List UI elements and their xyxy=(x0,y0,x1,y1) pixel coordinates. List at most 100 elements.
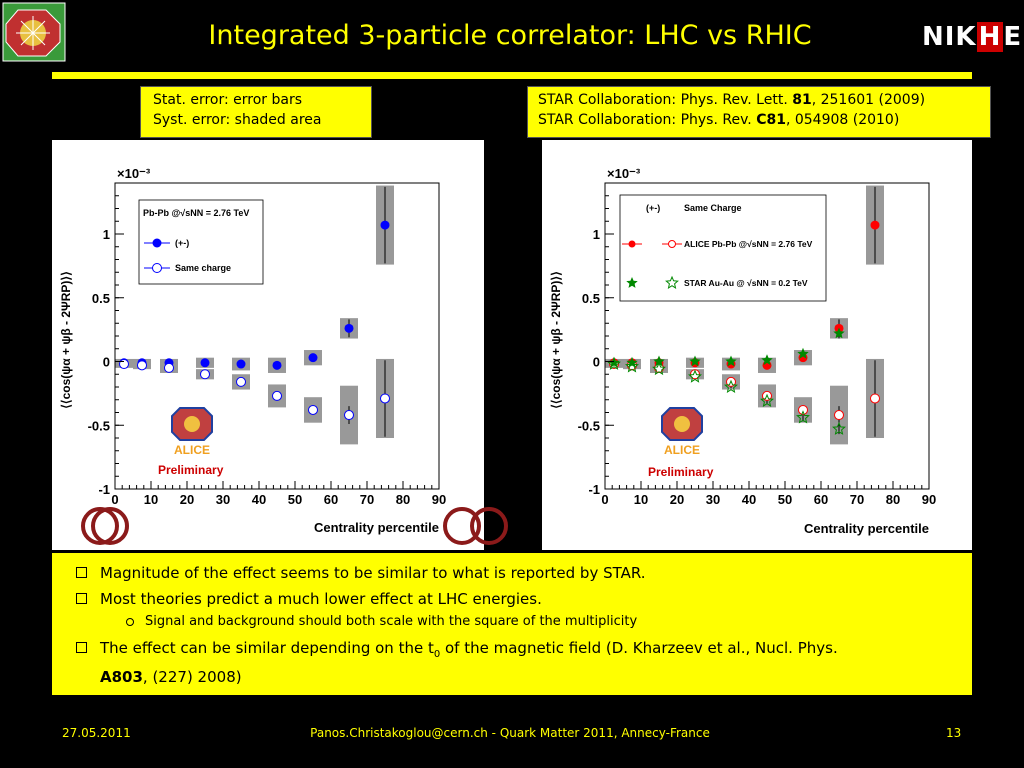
data-point xyxy=(652,361,666,376)
x-tick-label: 40 xyxy=(252,492,266,507)
y-tick-label: 1 xyxy=(593,227,600,242)
x-tick-label: 90 xyxy=(432,492,446,507)
data-point xyxy=(607,356,621,370)
data-point xyxy=(308,404,318,415)
bullet-3-subscript: 0 xyxy=(433,649,441,660)
stat-error-note: Stat. error: error bars xyxy=(153,92,303,108)
data-point xyxy=(164,362,174,373)
legend-marker-alice-same xyxy=(668,240,676,248)
data-point xyxy=(833,327,845,339)
bullet-2-text: Most theories predict a much lower effec… xyxy=(100,590,542,608)
reference-line-1: STAR Collaboration: Phys. Rev. Lett. 81,… xyxy=(538,90,980,110)
x-tick-label: 80 xyxy=(396,492,410,507)
alice-correlator-chart: 0 10 20 30 40 50 60 70 80 90 -1 -0.5 0 0.5 1 ×10⁻³ Cen… xyxy=(52,140,484,550)
data-point xyxy=(200,369,210,380)
y-tick-label: -1 xyxy=(98,482,110,497)
data-point xyxy=(137,360,147,371)
bullet-3-text-a: The effect can be similar depending on t… xyxy=(100,639,434,657)
data-point xyxy=(344,323,354,333)
x-tick-label: 70 xyxy=(850,492,864,507)
legend-marker-alice-opposite xyxy=(628,240,636,248)
data-point xyxy=(272,360,282,370)
y-tick-label: -0.5 xyxy=(578,418,600,433)
footer-date: 27.05.2011 xyxy=(62,726,131,740)
bullet-2-sub-text: Signal and background should both scale … xyxy=(145,614,638,629)
bullet-2: Most theories predict a much lower effec… xyxy=(76,588,542,610)
preliminary-stamp: Preliminary xyxy=(158,463,224,477)
legend-label-same: Same charge xyxy=(175,263,231,273)
bullet-3-text-c: , (227) 2008) xyxy=(142,668,242,686)
ref1-text: STAR Collaboration: Phys. Rev. Lett. xyxy=(538,92,793,108)
bullet-2-sub: Signal and background should both scale … xyxy=(126,611,638,633)
x-tick-label: 90 xyxy=(922,492,936,507)
alice-logo-topleft xyxy=(2,2,66,62)
x-tick-label: 10 xyxy=(144,492,158,507)
data-point xyxy=(870,393,880,404)
nikhef-logo-mid: H xyxy=(976,22,1004,52)
legend-marker-star-same xyxy=(665,275,679,289)
y-tick-label: 0 xyxy=(103,355,110,370)
alice-logo-stamp: ALICE xyxy=(171,407,213,457)
legend-header-opposite: (+-) xyxy=(646,203,660,213)
legend-marker-star-opposite xyxy=(626,277,638,288)
svg-text:ALICE: ALICE xyxy=(174,443,210,457)
legend-marker-same xyxy=(152,263,162,273)
footer-page-number: 13 xyxy=(946,726,962,740)
nikhef-logo-right: EF xyxy=(1003,22,1024,52)
x-tick-label: 80 xyxy=(886,492,900,507)
x-tick-label: 40 xyxy=(742,492,756,507)
y-tick-label: 0.5 xyxy=(92,291,110,306)
x-axis-label: Centrality percentile xyxy=(314,520,439,535)
ref1-pages: , 251601 (2009) xyxy=(811,92,926,108)
x-tick-label: 20 xyxy=(670,492,684,507)
slide-title: Integrated 3-particle correlator: LHC vs… xyxy=(208,20,812,51)
y-axis-label: ⟨⟨cos(ψα + ψβ - 2ΨRP)⟩⟩ xyxy=(59,271,73,409)
alice-logo-stamp: ALICE xyxy=(661,407,703,457)
y-tick-label: 0.5 xyxy=(582,291,600,306)
summary-panel: Magnitude of the effect seems to be simi… xyxy=(52,553,972,691)
data-point xyxy=(688,369,702,383)
svg-text:ALICE: ALICE xyxy=(664,443,700,457)
bullet-3-text-b: of the magnetic field (D. Kharzeev et al… xyxy=(440,639,838,657)
data-point xyxy=(798,404,808,415)
x-tick-label: 60 xyxy=(324,492,338,507)
reference-line-2: STAR Collaboration: Phys. Rev. C81, 0549… xyxy=(538,110,980,130)
legend-label-star: STAR Au-Au @ √sNN = 0.2 TeV xyxy=(684,278,808,288)
data-point xyxy=(625,359,639,373)
x-tick-label: 60 xyxy=(814,492,828,507)
nikhef-logo: NIKHEF xyxy=(922,22,1024,52)
alice-star-comparison-chart: 0 10 20 30 40 50 60 70 80 90 -1 -0.5 0 0.5 1 ×10⁻³ Cen… xyxy=(542,140,972,550)
star-reference-box: STAR Collaboration: Phys. Rev. Lett. 81,… xyxy=(527,86,991,138)
nikhef-logo-left: NIK xyxy=(922,22,977,52)
y-tick-label: 0 xyxy=(593,355,600,370)
data-point xyxy=(119,359,129,370)
footer-center: Panos.Christakoglou@cern.ch - Quark Matt… xyxy=(310,726,710,740)
bullet-1: Magnitude of the effect seems to be simi… xyxy=(76,562,646,584)
x-tick-label: 10 xyxy=(634,492,648,507)
bullet-1-text: Magnitude of the effect seems to be simi… xyxy=(100,564,646,582)
data-point xyxy=(761,354,773,366)
data-point xyxy=(653,355,665,367)
data-point xyxy=(832,421,846,435)
x-tick-label: 20 xyxy=(180,492,194,507)
ref2-pages: , 054908 (2010) xyxy=(785,112,900,128)
legend-title: Pb-Pb @√sNN = 2.76 TeV xyxy=(143,208,249,218)
data-point xyxy=(380,220,390,230)
data-point xyxy=(760,393,774,407)
data-point xyxy=(236,376,246,387)
x-tick-label: 30 xyxy=(216,492,230,507)
data-point xyxy=(272,390,282,401)
data-point xyxy=(870,220,880,230)
bullet-3: The effect can be similar depending on t… xyxy=(76,637,960,688)
data-point xyxy=(308,353,318,363)
ref2-text: STAR Collaboration: Phys. Rev. xyxy=(538,112,757,128)
preliminary-stamp: Preliminary xyxy=(648,465,714,479)
x-tick-label: 30 xyxy=(706,492,720,507)
panel-bottom-bar xyxy=(52,690,972,695)
ref2-volume: C81 xyxy=(756,112,786,128)
syst-error-note: Syst. error: shaded area xyxy=(153,112,322,128)
title-underline-bar xyxy=(52,72,972,79)
error-note-box: Stat. error: error bars Syst. error: sha… xyxy=(140,86,372,138)
x-axis-label: Centrality percentile xyxy=(804,521,929,536)
y-multiplier: ×10⁻³ xyxy=(117,166,151,181)
